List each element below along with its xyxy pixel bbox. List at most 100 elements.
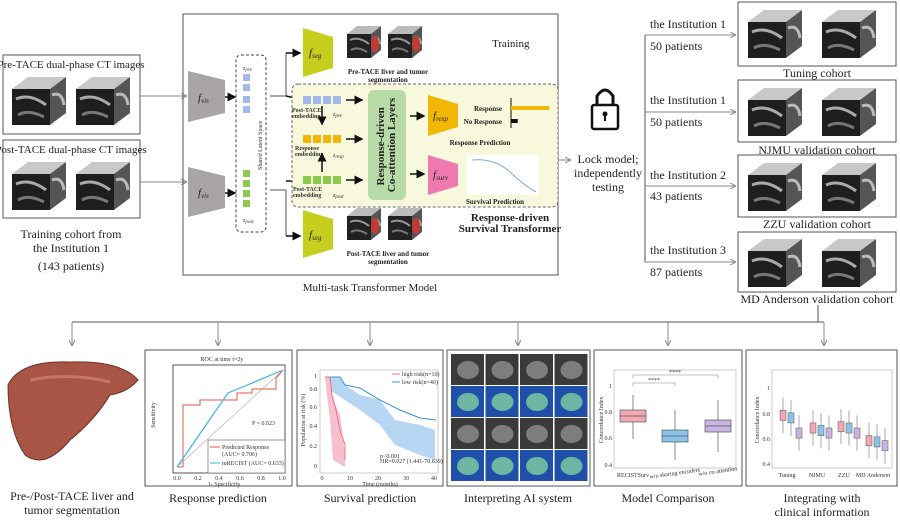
rdst-label: Response-driven: [471, 212, 549, 224]
svg-text:****: ****: [669, 370, 681, 376]
panel-caption: Pre-/Post-TACE liver and: [10, 489, 134, 503]
km-xlabel: Time (months): [362, 481, 398, 488]
panel-caption: Model Comparison: [622, 491, 715, 505]
svg-text:fseg: fseg: [309, 47, 322, 60]
roc-curve-mrecist: [176, 369, 284, 468]
svg-text:0.4: 0.4: [310, 424, 318, 430]
svg-text:fresp: fresp: [433, 110, 448, 123]
cohort-name: Tuning cohort: [783, 66, 852, 80]
panel-caption-2: tumor segmentation: [24, 503, 120, 517]
high-risk-curve: [325, 376, 346, 460]
svg-text:w/o sharing encoders: w/o sharing encoders: [649, 467, 701, 480]
no-response-bar: [511, 119, 518, 123]
svg-text:RECISTSurv: RECISTSurv: [617, 473, 649, 479]
cohort-institution: the Institution 2: [650, 168, 726, 182]
response-prediction-label: Response Prediction: [450, 139, 511, 147]
cohort-zzu: the Institution 2 43 patients ZZU valida…: [645, 154, 897, 231]
post-tace-input: Post-TACE dual-phase CT images: [0, 139, 147, 219]
svg-text:0.8: 0.8: [310, 387, 318, 393]
svg-text:ZZU: ZZU: [838, 473, 850, 479]
svg-text:1.0: 1.0: [278, 476, 286, 482]
roc-legend: (AUC= 0.706): [222, 451, 257, 458]
svg-text:fseg: fseg: [309, 229, 322, 242]
svg-text:fvis: fvis: [198, 187, 209, 200]
box: [779, 410, 787, 421]
cohort-patients: 50 patients: [650, 39, 703, 53]
svg-text:0.8: 0.8: [763, 412, 771, 418]
ct-volume-image: [74, 75, 132, 127]
svg-text:1: 1: [609, 384, 612, 390]
rdst-label-2: Survival Transformer: [459, 223, 562, 235]
vis-encoder-pre: fvis: [188, 71, 225, 122]
box: [795, 427, 803, 439]
svg-text:MD Anderson: MD Anderson: [856, 473, 890, 479]
clinical-integration-panel: 0.4 0.6 0.8 1 Tuning NJMU ZZU MD Anderso…: [745, 349, 898, 519]
heatmap-blob: [526, 457, 548, 475]
heatmap-blob: [560, 457, 583, 475]
svg-text:fvis: fvis: [198, 92, 209, 105]
svg-text:0.4: 0.4: [763, 462, 771, 468]
heatmap-blob: [457, 425, 479, 443]
svg-text:w/o co-attention: w/o co-attention: [698, 466, 738, 477]
post-seg-image: [388, 208, 422, 240]
svg-text:0.8: 0.8: [257, 476, 265, 482]
response-label: Response: [474, 105, 502, 113]
cohort-institution: the Institution 1: [650, 93, 726, 107]
model-caption: Multi-task Transformer Model: [303, 282, 437, 294]
seg-decoder-post: fseg: [303, 210, 333, 258]
svg-text:0.4: 0.4: [215, 476, 223, 482]
box: [845, 422, 853, 434]
roc-curve-predicted: [177, 369, 284, 468]
svg-text:1: 1: [314, 374, 317, 380]
svg-text:0.2: 0.2: [194, 476, 202, 482]
post-tace-box: [2, 139, 141, 219]
km-legend: low risk(n=40): [402, 379, 438, 386]
post-seg-image: [347, 208, 381, 240]
low-risk-curve: [325, 376, 437, 421]
model-comparison-panel: **** **** 0.4 0.6 0.8 1 RECISTSurv w/o s…: [593, 349, 743, 505]
svg-text:0.0: 0.0: [173, 476, 181, 482]
km-legend: high risk(n=10): [402, 371, 440, 378]
svg-text:Tuning: Tuning: [778, 473, 795, 479]
pre-tace-title: Pre-TACE dual-phase CT images: [0, 59, 145, 71]
embed-label: Response: [295, 146, 319, 152]
training-cohort-count: (143 patients): [38, 259, 104, 273]
training-cohort-institution: the Institution 1: [33, 241, 109, 255]
heatmap-blob: [526, 425, 548, 443]
heatmap-blob: [560, 361, 583, 379]
svg-text:0.2: 0.2: [310, 444, 318, 450]
svg-text:40: 40: [431, 476, 437, 482]
z-resp-label: zresp: [332, 153, 344, 160]
panel-caption: Survival prediction: [324, 491, 416, 505]
coattention-label: Response-driven Co-attention Layers: [375, 97, 398, 192]
z-post-tokens: [243, 170, 250, 207]
z-post-label: zpost: [242, 218, 254, 225]
cohort-institution: the Institution 3: [650, 243, 726, 257]
lock-label-2: independently: [574, 166, 642, 180]
roc-legend: mRECIST (AUC= 0.633): [222, 460, 284, 467]
interpretability-panel: Interpreting AI system: [446, 349, 591, 505]
clinical-ylabel: Concordance Index: [755, 397, 761, 444]
box: [817, 425, 825, 436]
vis-encoder-post: fvis: [188, 167, 225, 217]
cohort-patients: 87 patients: [650, 265, 703, 279]
lock-label-3: testing: [592, 180, 624, 194]
roc-xlabel: 1- Specificity: [208, 481, 241, 488]
box: [873, 436, 881, 448]
box: [865, 435, 873, 446]
panel-caption: Interpreting AI system: [464, 491, 573, 505]
box: [881, 440, 889, 452]
shared-latent-space-box: [235, 54, 267, 233]
box: [809, 422, 817, 434]
pre-seg-label: Pre-TACE liver and tumor: [348, 68, 428, 76]
coattention-layers: [368, 90, 406, 200]
embed-label: embedding: [292, 114, 320, 120]
box: [787, 412, 795, 424]
survival-head: fsurv: [428, 155, 458, 195]
cohort-institution: the Institution 1: [650, 17, 726, 31]
lock-label: Lock model;: [578, 152, 639, 166]
z-pre-label: zpre: [242, 66, 253, 73]
roc-panel: ROC at time t=2y P = 0.023 Predicted Res…: [144, 349, 293, 505]
lock-icon: [590, 88, 620, 131]
